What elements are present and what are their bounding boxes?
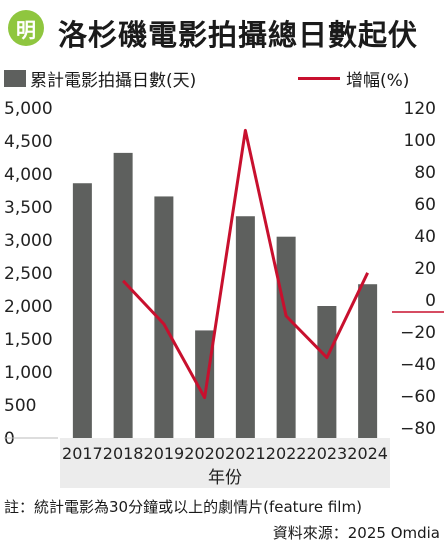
left-tick-label: 1,500 xyxy=(4,330,53,350)
bar xyxy=(317,306,337,438)
left-tick-label: 2,000 xyxy=(4,297,53,317)
left-tick-label: 3,000 xyxy=(4,231,53,251)
newspaper-logo: 明 xyxy=(8,10,44,46)
legend-line-label: 增幅(%) xyxy=(346,71,410,91)
right-axis: 120 100 80 60 40 20 0 −20 −40 −60 −80 xyxy=(400,99,436,439)
combo-chart: 0 500 1,000 1,500 2,000 2,500 3,000 3,500 4,000 4… xyxy=(4,99,444,488)
x-tick-label: 2017 xyxy=(62,444,103,463)
legend-bar-label: 累計電影拍攝日數(天) xyxy=(30,71,197,91)
left-tick-label: 1,000 xyxy=(4,363,53,383)
x-tick-label: 2021 xyxy=(225,444,266,463)
bar xyxy=(113,152,133,438)
chart-legend: 累計電影拍攝日數(天) 增幅(%) xyxy=(0,66,448,91)
right-tick-label: −80 xyxy=(400,419,436,439)
legend-bar-swatch xyxy=(4,70,26,87)
chart-title: 洛杉磯電影拍攝總日數起伏 xyxy=(58,18,419,52)
bar xyxy=(276,236,296,438)
left-tick-label: 2,500 xyxy=(4,264,53,284)
bar xyxy=(72,183,92,438)
right-tick-label: 60 xyxy=(414,195,436,215)
bar xyxy=(235,216,255,438)
right-tick-label: 80 xyxy=(414,163,436,183)
bar xyxy=(154,196,174,438)
x-tick-label: 2019 xyxy=(144,444,185,463)
left-tick-label: 5,000 xyxy=(4,99,53,119)
x-axis-band xyxy=(60,438,390,488)
right-tick-label: −60 xyxy=(400,387,436,407)
right-tick-label: −40 xyxy=(400,355,436,375)
x-tick-label: 2020 xyxy=(184,444,225,463)
x-axis-title: 年份 xyxy=(208,468,242,488)
x-tick-label: 2018 xyxy=(103,444,144,463)
right-tick-label: 40 xyxy=(414,227,436,247)
left-tick-label: 0 xyxy=(4,429,15,449)
title-bar: 明 洛杉磯電影拍攝總日數起伏 xyxy=(6,6,442,52)
left-axis: 0 500 1,000 1,500 2,000 2,500 3,000 3,500 4,000 4… xyxy=(4,99,58,449)
right-tick-label: 20 xyxy=(414,259,436,279)
left-tick-label: 4,500 xyxy=(4,132,53,152)
left-tick-label: 4,000 xyxy=(4,165,53,185)
left-tick-label: 500 xyxy=(4,396,36,416)
x-axis: 2017 2018 2019 2020 2021 2022 2023 2024 xyxy=(62,444,388,463)
left-tick-label: 3,500 xyxy=(4,198,53,218)
right-tick-label: 100 xyxy=(404,131,436,151)
x-tick-label: 2022 xyxy=(266,444,307,463)
source-credit: 資料來源：2025 Omdia xyxy=(272,524,440,542)
legend-line-swatch xyxy=(298,77,340,80)
bar xyxy=(358,284,378,438)
right-tick-label: 0 xyxy=(425,291,436,311)
footnote: 註：統計電影為30分鐘或以上的劇情片(feature film) xyxy=(4,498,362,516)
right-tick-label: −20 xyxy=(400,323,436,343)
x-tick-label: 2024 xyxy=(347,444,388,463)
growth-line xyxy=(122,128,369,400)
bar-series xyxy=(72,152,378,438)
right-tick-label: 120 xyxy=(404,99,436,119)
x-tick-label: 2023 xyxy=(307,444,348,463)
